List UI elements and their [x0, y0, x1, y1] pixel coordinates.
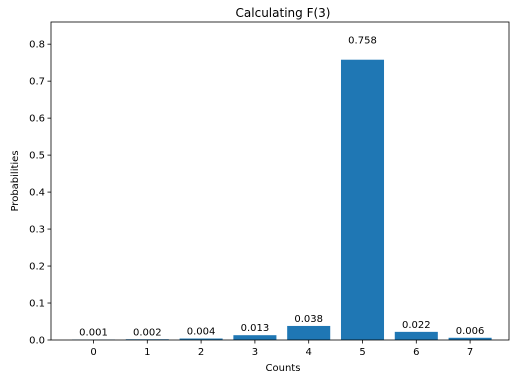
x-tick-label: 2 — [198, 347, 204, 358]
y-tick-label: 0.0 — [29, 336, 45, 347]
plot-frame — [50, 21, 510, 341]
y-tick-label: 0.1 — [29, 299, 45, 310]
bar-value-label: 0.022 — [402, 320, 431, 331]
bar-value-label: 0.004 — [187, 327, 216, 338]
bar-labels-group: 0.001 0.002 0.004 0.013 0.038 0.758 0.022 0.006 — [79, 36, 484, 339]
bar-value-label: 0.006 — [456, 326, 485, 337]
bar-value-label: 0.013 — [241, 323, 270, 334]
y-axis-ticks: 0.0 0.1 0.2 0.3 0.4 0.5 0.6 0.7 0.8 — [29, 40, 51, 347]
x-tick-label: 0 — [90, 347, 96, 358]
bar-3 — [233, 335, 277, 340]
y-tick-label: 0.4 — [29, 188, 45, 199]
bar-value-label: 0.001 — [79, 328, 108, 339]
chart-title: Calculating F(3) — [236, 6, 331, 20]
x-tick-label: 7 — [467, 347, 473, 358]
y-tick-label: 0.7 — [29, 77, 45, 88]
x-tick-label: 5 — [359, 347, 365, 358]
x-tick-label: 3 — [252, 347, 258, 358]
x-tick-label: 6 — [413, 347, 419, 358]
bar-5 — [340, 59, 385, 340]
bar-2 — [179, 338, 223, 340]
bar-7 — [448, 337, 492, 340]
y-axis-title: Probabilities — [10, 150, 21, 211]
bar-value-label: 0.002 — [133, 327, 162, 338]
y-tick-label: 0.3 — [29, 225, 45, 236]
x-axis-title: Counts — [266, 363, 301, 374]
bar-value-label: 0.038 — [294, 314, 323, 325]
y-tick-label: 0.8 — [29, 40, 45, 51]
y-tick-label: 0.6 — [29, 114, 45, 125]
bar-value-label: 0.758 — [348, 36, 377, 47]
bars-group — [71, 59, 492, 340]
x-tick-label: 4 — [306, 347, 312, 358]
bar-6 — [394, 331, 438, 340]
bar-4 — [287, 325, 331, 340]
x-tick-label: 1 — [144, 347, 150, 358]
y-tick-label: 0.5 — [29, 151, 45, 162]
x-axis-ticks: 0 1 2 3 4 5 6 7 — [90, 340, 473, 358]
y-tick-label: 0.2 — [29, 262, 45, 273]
